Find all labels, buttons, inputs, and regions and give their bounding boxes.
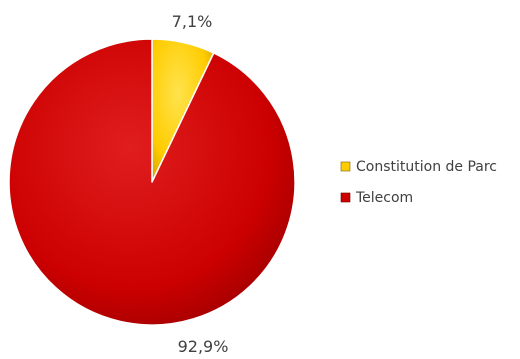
legend-swatch-constitution-de-parc xyxy=(340,161,351,172)
data-label-constitution-de-parc: 7,1% xyxy=(172,12,213,31)
pie-slice-telecom xyxy=(8,38,296,326)
legend-swatch-telecom xyxy=(340,192,351,203)
legend-label-telecom: Telecom xyxy=(355,190,413,206)
legend-label-constitution-de-parc: Constitution de Parc xyxy=(356,159,497,175)
legend: Constitution de Parc Telecom xyxy=(340,159,497,206)
data-label-telecom: 92,9% xyxy=(178,337,229,356)
pie-slices xyxy=(8,38,296,326)
